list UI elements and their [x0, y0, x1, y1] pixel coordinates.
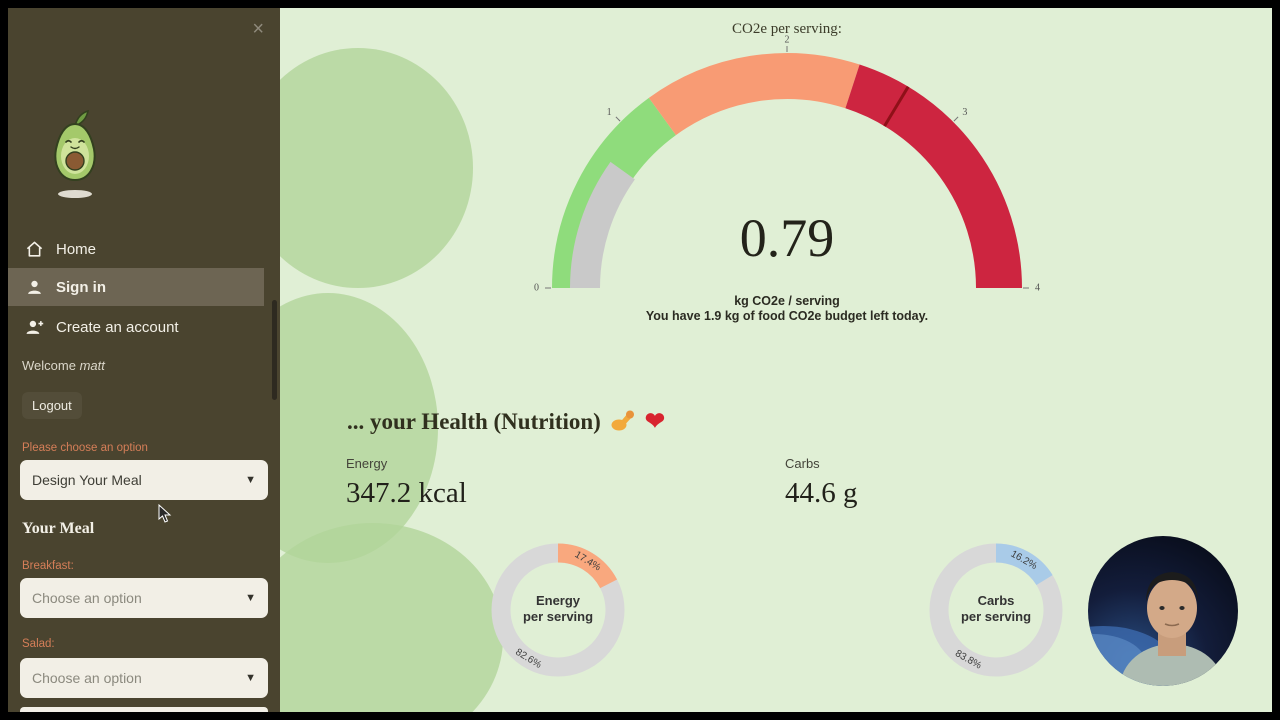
avocado-logo: [36, 104, 114, 207]
sidebar-item-label: Home: [56, 240, 97, 258]
chevron-down-icon: ▼: [245, 592, 256, 604]
breakfast-label: Breakfast:: [22, 560, 74, 572]
chevron-down-icon: ▼: [245, 672, 256, 684]
salad-select[interactable]: Choose an option ▼: [20, 658, 268, 698]
flex-biceps-icon: [610, 406, 636, 438]
svg-text:0: 0: [534, 282, 539, 293]
heart-icon: ❤: [644, 409, 665, 435]
close-sidebar-icon[interactable]: ×: [252, 18, 264, 40]
app-window: CO2e per serving: 0 1 2 3 4 0.79 kg CO2e / s…: [8, 8, 1272, 712]
logout-button[interactable]: Logout: [22, 392, 82, 419]
metric-value: 347.2 kcal: [346, 477, 467, 509]
health-section-heading: ... your Health (Nutrition) ❤: [347, 406, 665, 438]
mouse-cursor: [158, 503, 172, 529]
gauge-title: CO2e per serving:: [732, 21, 842, 37]
sidebar-item-create-account[interactable]: Create an account: [8, 310, 264, 344]
metric-carbs: Carbs 44.6 g: [785, 456, 858, 510]
donut-carbs: 16.2%83.8%: [929, 543, 1063, 677]
salad-label: Salad:: [22, 638, 55, 650]
your-meal-heading: Your Meal: [22, 520, 95, 537]
sidebar: × Home: [8, 8, 280, 712]
sidebar-scrollbar[interactable]: [272, 300, 277, 400]
gauge-unit: kg CO2e / serving: [734, 294, 840, 308]
donut-energy-center-label: Energy per serving: [522, 593, 594, 625]
next-widget-peek: [20, 707, 268, 712]
select-placeholder: Choose an option: [32, 670, 142, 686]
select-placeholder: Choose an option: [32, 590, 142, 606]
svg-text:1: 1: [607, 107, 612, 118]
webcam-overlay: [1088, 536, 1238, 686]
meal-mode-select[interactable]: Design Your Meal ▼: [20, 460, 268, 500]
donut-carbs-center-label: Carbs per serving: [960, 593, 1032, 625]
chevron-down-icon: ▼: [245, 474, 256, 486]
metric-energy: Energy 347.2 kcal: [346, 456, 467, 510]
person-icon: [24, 277, 44, 297]
decorative-leaf-blob: [243, 523, 503, 712]
decorative-leaf-blob: [243, 48, 473, 288]
home-icon: [24, 239, 44, 259]
health-heading-text: ... your Health (Nutrition): [347, 409, 601, 434]
gauge-note: You have 1.9 kg of food CO2e budget left…: [645, 309, 929, 323]
svg-text:2: 2: [785, 34, 790, 45]
select-value: Design Your Meal: [32, 472, 142, 488]
sidebar-item-home[interactable]: Home: [8, 232, 264, 266]
sidebar-item-label: Create an account: [56, 318, 179, 336]
sidebar-item-label: Sign in: [56, 278, 106, 296]
gauge-value: 0.79: [739, 208, 835, 268]
gauge-chart: 0 1 2 3 4: [534, 34, 1040, 293]
metric-value: 44.6 g: [785, 477, 858, 509]
svg-text:3: 3: [962, 107, 967, 118]
person-add-icon: [24, 317, 44, 337]
sidebar-item-sign-in[interactable]: Sign in: [8, 268, 264, 306]
username: matt: [79, 358, 105, 373]
metric-label: Carbs: [785, 456, 820, 471]
breakfast-select[interactable]: Choose an option ▼: [20, 578, 268, 618]
svg-text:4: 4: [1035, 282, 1040, 293]
select-prompt-label: Please choose an option: [22, 442, 148, 454]
welcome-text: Welcome matt: [22, 358, 105, 373]
metric-label: Energy: [346, 456, 388, 471]
donut-energy: 17.4%82.6%: [491, 543, 625, 677]
